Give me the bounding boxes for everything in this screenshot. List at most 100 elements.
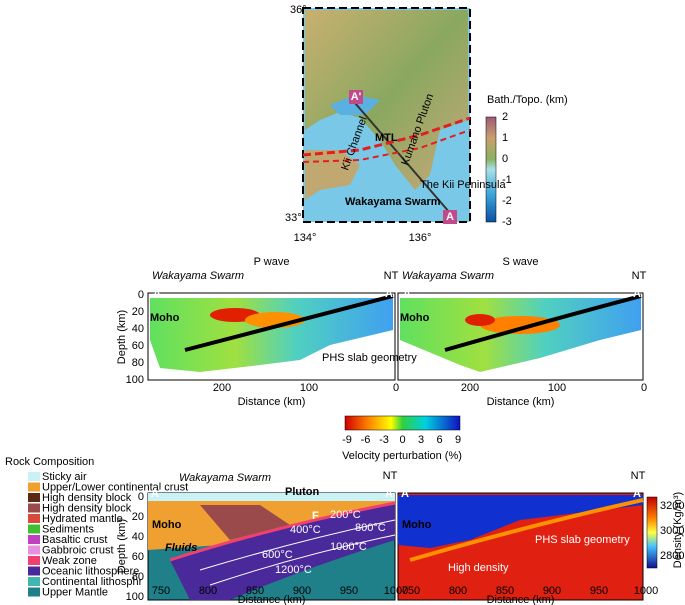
y-tick-label: 40 [132, 531, 144, 543]
colorbar-tick: 2800 [660, 550, 684, 562]
colorbar-tick: -9 [342, 434, 352, 446]
isotherm-label: 200°C [330, 509, 361, 521]
legend-label: Basaltic crust [42, 534, 107, 546]
legend-label: Upper Mantle [42, 586, 108, 598]
label: A' [351, 91, 362, 103]
label: NT [383, 470, 398, 482]
y-tick-label: 20 [132, 306, 144, 318]
label: Wakayama Swarm [179, 472, 271, 484]
label: 33° [285, 212, 302, 224]
label: NT [631, 470, 646, 482]
colorbar-tick: 6 [436, 434, 442, 446]
model [147, 492, 658, 601]
axis-label: Depth (km) [116, 519, 128, 573]
label: PHS slab geometry [322, 352, 417, 364]
x-tick-label: 100 [548, 382, 566, 394]
y-tick-label: 80 [132, 357, 144, 369]
axis-label: Distance (km) [238, 594, 306, 605]
isotherm-label: 1000°C [330, 541, 367, 553]
panel-title: P wave [254, 256, 290, 268]
legend-swatch [28, 556, 40, 565]
colorbar-tick: 3200 [660, 500, 684, 512]
label: F [312, 510, 319, 522]
legend-swatch [28, 587, 40, 597]
axis-label: Distance (km) [238, 396, 306, 408]
x-tick-label: 1000 [634, 585, 658, 597]
label: A' [403, 288, 414, 300]
axis-label: Distance (km) [487, 594, 555, 605]
label: Moho [152, 519, 182, 531]
label: MTL [375, 132, 398, 144]
x-tick-label: 1000 [384, 585, 408, 597]
colorbar-tick: 9 [455, 434, 461, 446]
x-tick-label: 200 [461, 382, 479, 394]
legend-swatch [28, 493, 40, 502]
legend-label: Sediments [42, 523, 94, 535]
x-tick-label: 750 [402, 585, 420, 597]
legend-label: Sticky air [42, 471, 87, 483]
label: Bath./Topo. (km) [487, 94, 568, 106]
isotherm-label: 600°C [262, 549, 293, 561]
label: A [385, 288, 393, 300]
y-tick-label: 20 [132, 511, 144, 523]
x-tick-label: 800 [199, 585, 217, 597]
label: 134° [294, 232, 317, 244]
y-tick-label: 60 [132, 340, 144, 352]
x-tick-label: 0 [393, 382, 399, 394]
legend-label: Hydrated mantle [42, 513, 123, 525]
label: Moho [150, 312, 180, 324]
axis-label: Distance (km) [487, 396, 555, 408]
x-tick-label: 200 [213, 382, 231, 394]
label: Moho [402, 519, 432, 531]
colorbar-label: Velocity perturbation (%) [342, 450, 462, 462]
label: A [633, 488, 641, 500]
label: NT [632, 270, 647, 282]
legend-swatch [28, 524, 40, 534]
label: PHS slab geometry [535, 534, 630, 546]
colorbar-tick: 1 [502, 132, 508, 144]
label: NT [384, 270, 399, 282]
colorbar-tick: 3 [418, 434, 424, 446]
legend-swatch [28, 482, 40, 492]
label: 136° [409, 232, 432, 244]
label: A [633, 288, 641, 300]
label: Wakayama Swarm [152, 270, 244, 282]
legend-title: Rock Composition [5, 456, 94, 468]
label: Pluton [285, 486, 319, 498]
y-tick-label: 80 [132, 571, 144, 583]
x-tick-label: 0 [641, 382, 647, 394]
legend-swatch [28, 566, 40, 576]
label: Moho [400, 312, 430, 324]
label: The Kii Peninsula [420, 179, 506, 191]
colorbar-tick: 0 [502, 153, 508, 165]
y-tick-label: 100 [126, 591, 144, 603]
legend-swatch [28, 472, 40, 481]
colorbar-tick: -3 [502, 216, 512, 228]
colorbar-tick: 2 [502, 111, 508, 123]
legend-label: Oceanic lithosphere [42, 565, 139, 577]
legend-swatch [28, 545, 40, 555]
legend-label: High density block [42, 502, 132, 514]
legend-label: Continental lithosphr [42, 576, 143, 588]
colorbar-tick: 3000 [660, 525, 684, 537]
label: A' [153, 288, 164, 300]
legend-label: Upper/Lower continental crust [42, 481, 188, 493]
x-tick-label: 900 [543, 585, 561, 597]
x-tick-label: 800 [449, 585, 467, 597]
y-tick-label: 60 [132, 551, 144, 563]
y-tick-label: 100 [126, 374, 144, 386]
x-tick-label: 950 [590, 585, 608, 597]
label: A' [151, 488, 162, 500]
colorbar-label: Density (Kg/m³) [672, 492, 684, 568]
axis-label: Depth (km) [116, 310, 128, 364]
legend-swatch [28, 577, 40, 586]
legend-swatch [28, 535, 40, 544]
x-tick-label: 750 [152, 585, 170, 597]
colorbar-tick: -2 [502, 195, 512, 207]
label: A' [401, 488, 412, 500]
y-tick-label: 40 [132, 323, 144, 335]
legend-label: Weak zone [42, 555, 97, 567]
label: 36° [290, 4, 307, 16]
panel-title: S wave [502, 256, 538, 268]
